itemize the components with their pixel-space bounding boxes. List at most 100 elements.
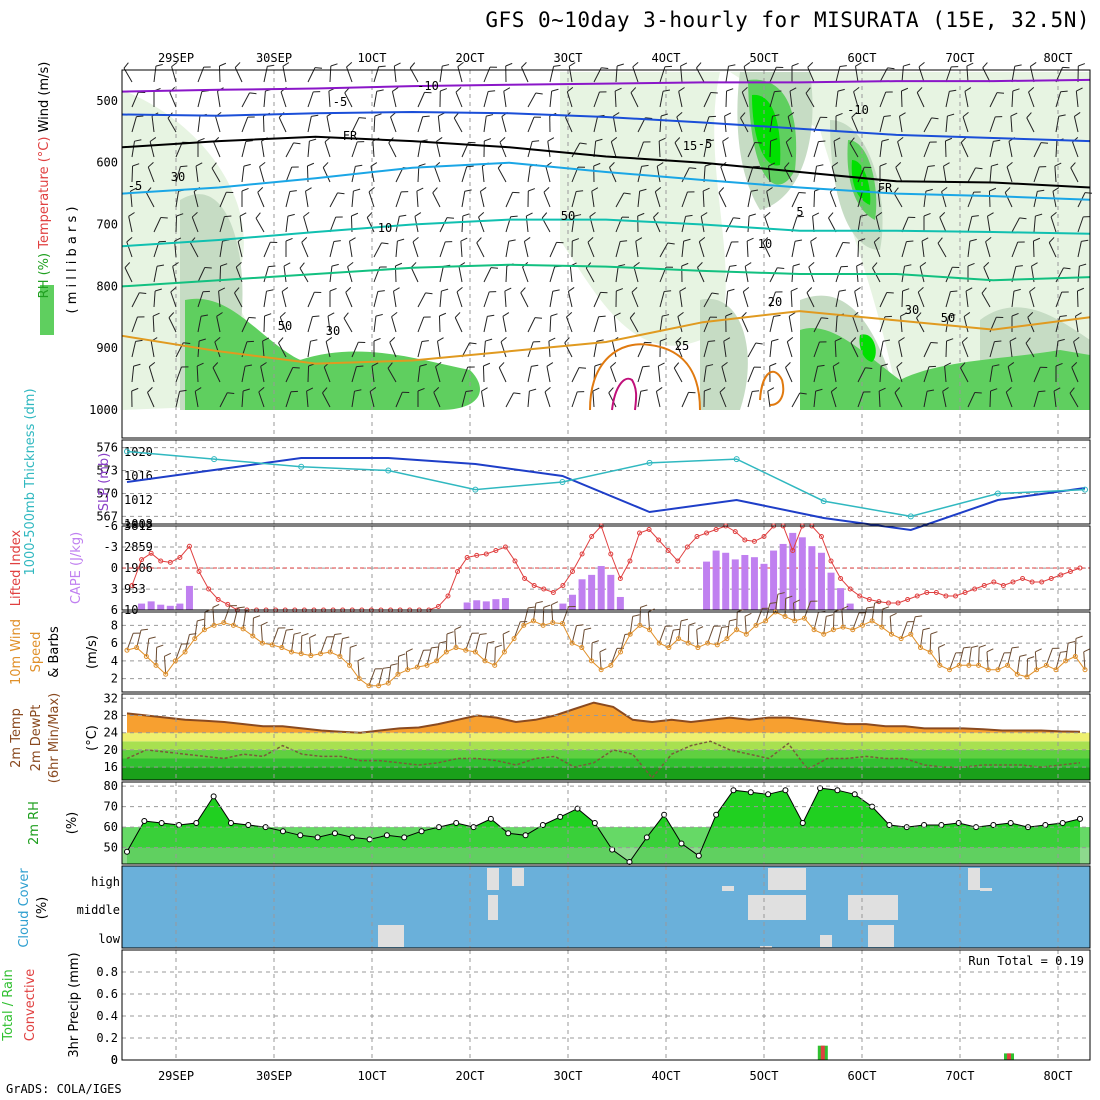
surface-wind-barb-flag <box>398 653 406 657</box>
y-tick-slp: 1012 <box>124 493 153 507</box>
wind-barb-flag <box>211 162 217 169</box>
y-tick-temp: 16 <box>104 760 118 774</box>
wind-barb <box>255 217 265 233</box>
wind-barb <box>673 367 683 383</box>
wind-barb <box>659 116 662 133</box>
wind-barb <box>989 341 995 358</box>
wind-barb <box>747 191 752 208</box>
rh2m-point <box>1059 820 1066 826</box>
wind-barb-flag <box>366 212 373 218</box>
wind-speed-point <box>550 620 556 626</box>
wind-barb <box>703 316 711 333</box>
wind-barb <box>637 141 644 158</box>
cloud-row-label: high <box>91 875 120 889</box>
wind-barb <box>548 341 551 358</box>
precip-legend-total: Total / Rain <box>1 969 16 1042</box>
wind-barb <box>432 192 441 208</box>
wind-barb-flag <box>216 312 223 317</box>
wind-barb <box>879 341 884 358</box>
wind-barb-flag <box>897 136 904 143</box>
rh2m-point <box>851 791 858 798</box>
wind-speed-point <box>298 651 304 657</box>
wind-barb-flag <box>724 112 732 117</box>
thickness-point <box>646 459 653 466</box>
wind-barb-flag <box>1084 192 1093 194</box>
wind-barb-flag <box>343 312 349 319</box>
wind-barb <box>239 216 243 233</box>
wind-barb <box>131 316 138 333</box>
wind-barb-flag <box>442 64 450 67</box>
li-frame <box>121 525 1091 611</box>
cape-bar <box>473 600 481 610</box>
chart-title: GFS 0~10day 3-hourly for MISURATA (15E, … <box>485 8 1090 32</box>
rh2m-point <box>245 822 252 829</box>
surface-wind-barb <box>610 648 618 666</box>
wind-barb-flag <box>524 237 531 242</box>
rh2m-point <box>158 820 165 826</box>
wind-barb <box>283 266 287 283</box>
wind-barb-flag <box>667 242 675 245</box>
cloud-gap <box>488 895 498 920</box>
li-point <box>828 558 834 564</box>
wind-barb-flag <box>967 262 975 267</box>
wind-barb <box>263 242 271 258</box>
wind-barb-flag <box>655 186 662 193</box>
temp-area <box>127 702 1080 733</box>
rh2m-point <box>678 840 685 847</box>
wind-barb <box>681 241 685 258</box>
li-point <box>148 550 154 556</box>
wind-barb-flag <box>483 362 491 367</box>
y-tick-temp: 20 <box>104 743 118 757</box>
wind-barb <box>945 340 948 358</box>
wind-barb <box>632 66 639 83</box>
wind-barb-flag <box>520 287 526 294</box>
surface-wind-barb-flag <box>874 600 882 604</box>
rh2m-point <box>765 791 772 798</box>
precip-run-total: Run Total = 0.19 <box>968 954 1084 968</box>
surface-wind-barb-flag <box>1011 646 1019 649</box>
wind-speed-point <box>966 662 972 668</box>
wind-barb-flag <box>594 363 602 367</box>
wind-barb <box>703 341 709 358</box>
wind-barb <box>481 391 485 408</box>
wind-barb <box>346 66 353 83</box>
wind-barb-flag <box>391 311 398 318</box>
wind-barb-flag <box>486 114 494 117</box>
y-tick-cape: 2859 <box>124 540 153 554</box>
wind-barb <box>390 116 397 133</box>
wind-barb <box>351 366 357 383</box>
li-ylabel: Lifted Index <box>9 529 24 606</box>
wind-barb <box>307 141 310 158</box>
wind-barb-flag <box>601 67 609 69</box>
wind-barb-flag <box>833 137 841 142</box>
wind-barb <box>237 241 243 258</box>
x-tick-bottom: 5OCT <box>750 1069 779 1083</box>
surface-wind-barb-flag <box>979 644 986 648</box>
wind-barb <box>591 191 595 208</box>
wind-barb <box>987 216 991 233</box>
wind-barb-flag <box>255 212 261 219</box>
wind-barb <box>281 291 287 308</box>
wind-barb-flag <box>1011 312 1019 317</box>
cape-bar <box>501 598 509 610</box>
wind-barb <box>197 66 205 83</box>
wind-speed-point <box>743 631 749 637</box>
wind-barb-flag <box>992 364 1000 367</box>
wind-barb <box>855 66 859 83</box>
wind-barb-flag <box>414 212 422 217</box>
wind-barb <box>743 66 749 83</box>
cape-bar <box>597 566 605 610</box>
surface-wind-barb-flag <box>1027 656 1035 660</box>
y-tick-precip-zero: 0 <box>111 1053 118 1067</box>
wind-barb <box>857 216 861 233</box>
wind-speed-point <box>366 683 372 689</box>
wind-barb-flag <box>439 312 447 317</box>
wind-barb <box>1008 141 1013 158</box>
wind-barb-flag <box>329 287 337 292</box>
wind-barb <box>525 216 529 233</box>
wind-barb <box>725 291 729 308</box>
x-tick-bottom: 3OCT <box>554 1069 583 1083</box>
cloud-gap <box>512 868 524 886</box>
wind-barb <box>593 292 601 308</box>
wind-barb <box>349 241 353 258</box>
